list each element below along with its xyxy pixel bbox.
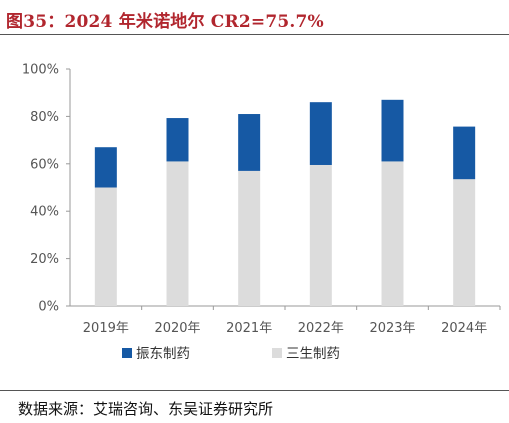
figure-title: 图35：2024 年米诺地尔 CR2=75.7%	[6, 12, 324, 32]
y-tick-label: 40%	[30, 205, 59, 220]
y-tick-label: 20%	[30, 252, 59, 267]
bar-segment-zhendong	[94, 147, 117, 188]
bar-segment-zhendong	[309, 102, 332, 165]
bar-segment-sansheng	[94, 187, 117, 306]
bar-segment-sansheng	[309, 164, 332, 306]
legend-label: 振东制药	[136, 346, 190, 362]
bar-segment-sansheng	[453, 179, 476, 306]
bar-segment-sansheng	[238, 170, 261, 306]
bar-segment-zhendong	[166, 118, 189, 162]
x-tick-label: 2022年	[298, 321, 344, 336]
x-tick-label: 2020年	[154, 321, 200, 336]
y-tick-label: 0%	[38, 300, 59, 315]
x-tick-label: 2023年	[369, 321, 415, 336]
y-tick-label: 60%	[30, 157, 59, 172]
x-tick-label: 2024年	[441, 321, 487, 336]
legend-label: 三生制药	[286, 346, 340, 362]
bar-segment-sansheng	[381, 161, 404, 306]
title-divider	[0, 34, 509, 35]
x-tick-label: 2019年	[83, 321, 129, 336]
legend-swatch	[272, 348, 282, 358]
x-tick-label: 2021年	[226, 321, 272, 336]
bar-segment-zhendong	[453, 126, 476, 180]
legend-swatch	[122, 348, 132, 358]
stacked-bar-chart: 0% 20% 40% 60% 80% 100% 2019年 2020年 2021年 2022年 20…	[22, 63, 501, 362]
bar-segment-zhendong	[238, 114, 261, 171]
y-tick-label: 80%	[30, 110, 59, 125]
y-tick-label: 100%	[22, 63, 59, 78]
bar-segment-zhendong	[381, 99, 404, 162]
source-divider	[0, 390, 509, 391]
data-source-note: 数据来源：艾瑞咨询、东吴证券研究所	[18, 400, 274, 418]
bar-segment-sansheng	[166, 161, 189, 306]
